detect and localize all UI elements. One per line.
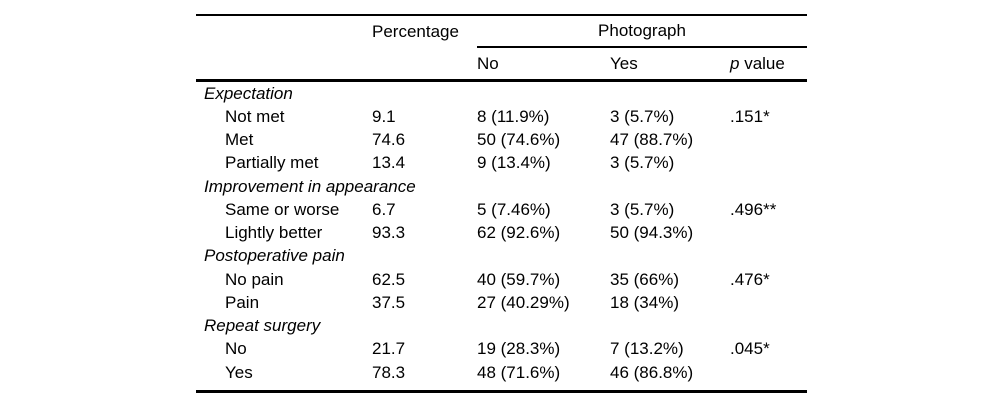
section-title: Postoperative pain bbox=[204, 246, 345, 266]
section-header-row: Repeat surgery bbox=[196, 315, 807, 338]
row-label: Lightly better bbox=[225, 223, 323, 243]
header-percentage: Percentage bbox=[372, 22, 459, 41]
row-label: Pain bbox=[225, 292, 260, 312]
cell-percentage: 93.3 bbox=[372, 223, 406, 243]
cell-percentage: 6.7 bbox=[372, 199, 396, 219]
cell-photograph-no: 62 (92.6%) bbox=[477, 223, 561, 243]
cell-percentage: 37.5 bbox=[372, 292, 406, 312]
table-row: Yes 78.3 48 (71.6%) 46 (86.8%) bbox=[196, 361, 807, 384]
table-header-row-1: Percentage Photograph bbox=[196, 16, 807, 48]
table-row: Same or worse 6.7 5 (7.46%) 3 (5.7%) .49… bbox=[196, 198, 807, 221]
section-title: Expectation bbox=[204, 83, 293, 103]
table-row: Not met 9.1 8 (11.9%) 3 (5.7%) .151* bbox=[196, 105, 807, 128]
table-row: Pain 37.5 27 (40.29%) 18 (34%) bbox=[196, 291, 807, 314]
cell-percentage: 62.5 bbox=[372, 269, 406, 289]
cell-p-value: .496** bbox=[730, 199, 777, 219]
cell-photograph-yes: 50 (94.3%) bbox=[610, 223, 694, 243]
table-header-row-2: No Yes p value bbox=[196, 48, 807, 79]
cell-photograph-no: 48 (71.6%) bbox=[477, 362, 561, 382]
cell-percentage: 21.7 bbox=[372, 339, 406, 359]
results-table: Percentage Photograph No Yes p value Exp… bbox=[196, 14, 807, 394]
section-title: Repeat surgery bbox=[204, 316, 321, 336]
section-header-row: Postoperative pain bbox=[196, 245, 807, 268]
row-label: Not met bbox=[225, 106, 285, 126]
row-label: Met bbox=[225, 130, 254, 150]
row-label: No pain bbox=[225, 269, 284, 289]
cell-percentage: 9.1 bbox=[372, 106, 396, 126]
row-label: Yes bbox=[225, 362, 253, 382]
cell-p-value: .151* bbox=[730, 106, 770, 126]
table-bottom-rule bbox=[196, 390, 807, 394]
cell-p-value: .045* bbox=[730, 339, 770, 359]
section-title: Improvement in appearance bbox=[204, 176, 416, 196]
row-label: Partially met bbox=[225, 153, 319, 173]
cell-photograph-no: 50 (74.6%) bbox=[477, 130, 561, 150]
table-body: Expectation Not met 9.1 8 (11.9%) 3 (5.7… bbox=[196, 82, 807, 384]
header-photograph-yes: Yes bbox=[610, 53, 638, 73]
table-row: No 21.7 19 (28.3%) 7 (13.2%) .045* bbox=[196, 338, 807, 361]
cell-photograph-yes: 47 (88.7%) bbox=[610, 130, 694, 150]
cell-photograph-yes: 3 (5.7%) bbox=[610, 153, 675, 173]
cell-photograph-yes: 7 (13.2%) bbox=[610, 339, 684, 359]
section-header-row: Expectation bbox=[196, 82, 807, 105]
cell-photograph-no: 5 (7.46%) bbox=[477, 199, 551, 219]
cell-percentage: 13.4 bbox=[372, 153, 406, 173]
cell-photograph-yes: 3 (5.7%) bbox=[610, 199, 675, 219]
header-bottom-rule bbox=[196, 79, 807, 82]
section-header-row: Improvement in appearance bbox=[196, 175, 807, 198]
cell-photograph-yes: 35 (66%) bbox=[610, 269, 679, 289]
cell-percentage: 74.6 bbox=[372, 130, 406, 150]
table-row: Partially met 13.4 9 (13.4%) 3 (5.7%) bbox=[196, 152, 807, 175]
cell-photograph-no: 19 (28.3%) bbox=[477, 339, 561, 359]
cell-photograph-yes: 46 (86.8%) bbox=[610, 362, 694, 382]
cell-photograph-yes: 18 (34%) bbox=[610, 292, 679, 312]
cell-percentage: 78.3 bbox=[372, 362, 406, 382]
table-top-rule bbox=[196, 14, 807, 16]
header-photograph-group: Photograph bbox=[477, 16, 807, 48]
row-label: No bbox=[225, 339, 247, 359]
table-row: No pain 62.5 40 (59.7%) 35 (66%) .476* bbox=[196, 268, 807, 291]
cell-photograph-no: 27 (40.29%) bbox=[477, 292, 570, 312]
table-row: Met 74.6 50 (74.6%) 47 (88.7%) bbox=[196, 129, 807, 152]
p-value-symbol: p bbox=[730, 53, 740, 73]
cell-photograph-yes: 3 (5.7%) bbox=[610, 106, 675, 126]
cell-p-value: .476* bbox=[730, 269, 770, 289]
header-photograph-no: No bbox=[477, 53, 499, 73]
cell-photograph-no: 9 (13.4%) bbox=[477, 153, 551, 173]
header-p-value: p value bbox=[730, 54, 807, 74]
table-row: Lightly better 93.3 62 (92.6%) 50 (94.3%… bbox=[196, 222, 807, 245]
p-value-word: value bbox=[739, 53, 785, 73]
cell-photograph-no: 40 (59.7%) bbox=[477, 269, 561, 289]
row-label: Same or worse bbox=[225, 199, 340, 219]
cell-photograph-no: 8 (11.9%) bbox=[477, 106, 550, 126]
